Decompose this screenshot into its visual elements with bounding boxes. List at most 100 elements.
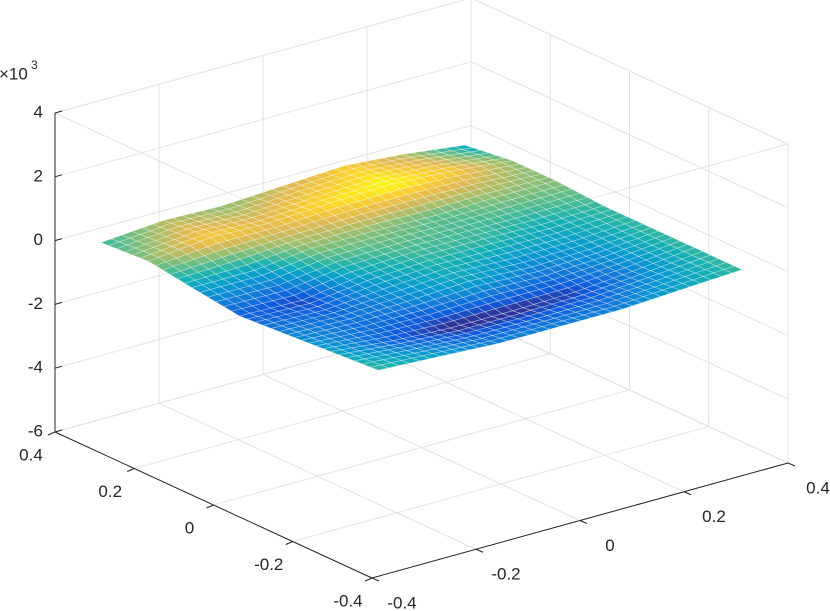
- surface-patch: [394, 308, 413, 317]
- surface-patch: [522, 259, 542, 268]
- surface-patch: [270, 325, 291, 332]
- surface-patch: [418, 182, 437, 191]
- surface-patch: [136, 237, 157, 245]
- surface-patch: [451, 186, 471, 195]
- surface-patch: [319, 202, 339, 212]
- x-tick-label: -0.2: [491, 565, 520, 584]
- surface-patch: [378, 300, 398, 308]
- surface-patch: [551, 320, 572, 327]
- surface-patch: [532, 256, 552, 265]
- surface-patch: [385, 173, 405, 180]
- grid-line: [474, 0, 789, 145]
- surface-patch: [369, 364, 390, 371]
- surface-patch: [295, 217, 315, 226]
- surface-patch: [500, 160, 521, 167]
- surface-patch: [298, 323, 320, 330]
- surface-patch: [262, 234, 281, 243]
- surface-patch: [420, 306, 440, 316]
- surface-patch: [318, 295, 338, 304]
- surface-patch: [388, 188, 408, 198]
- surface-patch: [149, 250, 171, 258]
- surface-patch: [487, 167, 507, 175]
- surface-patch: [441, 150, 460, 156]
- z-tick: [54, 110, 63, 114]
- surface-patch: [152, 243, 173, 251]
- surface-patch: [399, 186, 418, 195]
- surface-patch: [499, 334, 520, 342]
- surface-patch: [160, 246, 181, 254]
- surface-patch: [379, 362, 401, 369]
- z-tick-label: -6: [28, 421, 43, 440]
- surface-patch: [481, 179, 501, 187]
- surface-patch: [455, 309, 475, 319]
- surface-patch: [365, 177, 386, 185]
- surface-patch: [447, 284, 467, 294]
- surface-patch: [369, 215, 389, 224]
- surface-patch: [309, 226, 329, 235]
- surface-patch: [315, 343, 335, 350]
- x-tick: [683, 491, 692, 496]
- surface-patch: [468, 278, 488, 287]
- surface-patch: [298, 209, 318, 218]
- surface-patch: [415, 321, 435, 329]
- y-tick: [364, 577, 373, 582]
- surface-patch: [445, 209, 465, 217]
- surface-patch: [365, 223, 386, 232]
- surface-patch: [338, 318, 358, 326]
- surface-patch: [368, 195, 388, 204]
- surface-patch: [334, 231, 354, 240]
- surface-patch: [280, 302, 301, 309]
- grid-line: [292, 426, 709, 542]
- surface-patch: [425, 318, 444, 327]
- x-tick-label: 0.4: [806, 478, 830, 497]
- surface-patch: [509, 332, 531, 339]
- surface-patch: [342, 305, 362, 314]
- surface-patch: [377, 330, 397, 338]
- surface-patch: [397, 345, 418, 351]
- surface-patch: [460, 344, 480, 351]
- surface-patch: [316, 210, 336, 220]
- surface-patch: [325, 341, 346, 348]
- surface-patch: [437, 287, 457, 297]
- surface-patch: [344, 209, 364, 218]
- surface-patch: [256, 313, 278, 320]
- surface-patch: [462, 147, 481, 153]
- surface-patch: [355, 252, 376, 261]
- surface-patch: [458, 301, 479, 311]
- surface-patch: [322, 312, 343, 319]
- z-tick-label: 2: [34, 166, 43, 185]
- surface-patch: [305, 213, 325, 223]
- surface-patch: [123, 247, 144, 256]
- surface-patch: [386, 217, 406, 227]
- surface-patch: [99, 238, 120, 246]
- surface-patch: [336, 180, 358, 188]
- surface-patch: [504, 302, 524, 312]
- surface-patch: [561, 317, 583, 324]
- surface-patch: [457, 280, 477, 290]
- surface-patch: [376, 220, 396, 229]
- surface-patch: [367, 333, 387, 340]
- surface-patch: [352, 260, 373, 269]
- surface-patch: [356, 335, 377, 342]
- surface-patch: [472, 238, 493, 247]
- y-tick-label: 0.2: [98, 482, 122, 501]
- surface-patch: [214, 298, 235, 307]
- surface-patch: [431, 351, 452, 357]
- surface-patch: [272, 231, 291, 240]
- surface-patch: [248, 282, 269, 292]
- surface-patch: [476, 303, 496, 313]
- surface-patch: [284, 247, 303, 256]
- surface-patch: [406, 323, 425, 331]
- surface-patch: [441, 349, 461, 355]
- surface-patch: [238, 313, 259, 320]
- surface-patch: [329, 349, 351, 356]
- surface-patch: [342, 190, 363, 197]
- surface-patch: [336, 204, 357, 213]
- surface-patch: [498, 245, 518, 254]
- surface-patch: [483, 159, 503, 165]
- surface-patch: [425, 343, 445, 350]
- surface-patch: [514, 215, 534, 223]
- surface-patch: [413, 327, 432, 335]
- surface-patch: [522, 304, 543, 311]
- surface-patch: [165, 232, 186, 240]
